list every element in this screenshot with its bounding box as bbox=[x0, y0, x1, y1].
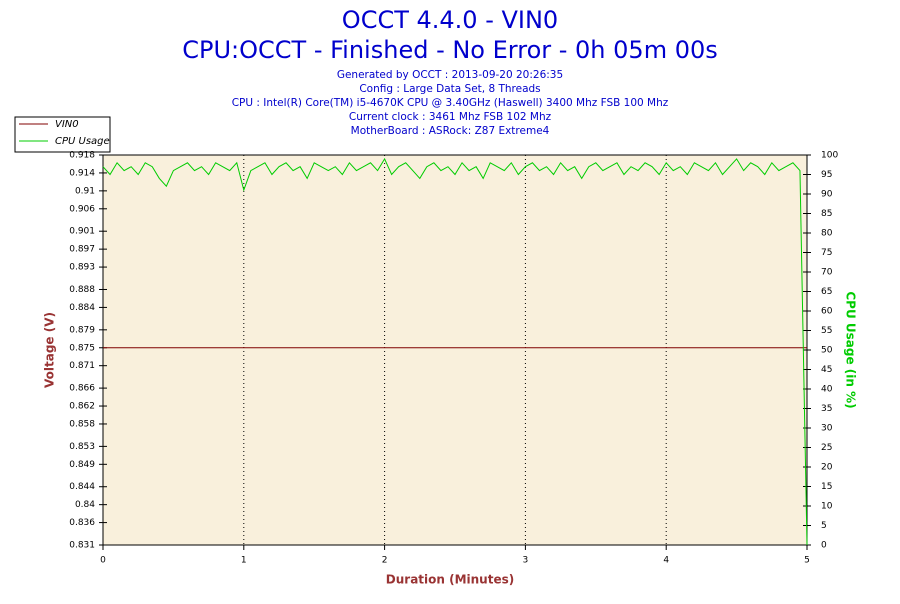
info-line: Current clock : 3461 Mhz FSB 102 Mhz bbox=[349, 111, 552, 123]
x-tick-label: 5 bbox=[804, 556, 810, 566]
y2-tick-label: 15 bbox=[821, 482, 832, 492]
x-tick-label: 3 bbox=[523, 556, 529, 566]
y2-tick-label: 100 bbox=[821, 151, 838, 161]
x-axis-label: Duration (Minutes) bbox=[386, 573, 514, 587]
info-block: Generated by OCCT : 2013-09-20 20:26:35 C… bbox=[232, 69, 669, 137]
y-tick-label: 0.906 bbox=[69, 204, 95, 214]
y-tick-label: 0.862 bbox=[69, 402, 95, 412]
y2-tick-label: 20 bbox=[821, 463, 833, 473]
info-line: CPU : Intel(R) Core(TM) i5-4670K CPU @ 3… bbox=[232, 97, 669, 109]
y-tick-label: 0.879 bbox=[69, 325, 95, 335]
y2-tick-label: 30 bbox=[821, 424, 833, 434]
legend-label: CPU Usage bbox=[55, 136, 110, 147]
y2-tick-label: 25 bbox=[821, 443, 832, 453]
y2-tick-label: 85 bbox=[821, 209, 832, 219]
y2-tick-label: 70 bbox=[821, 268, 833, 278]
y-tick-label: 0.893 bbox=[69, 263, 95, 273]
y-tick-label: 0.849 bbox=[69, 460, 95, 470]
legend bbox=[14, 116, 111, 153]
y-tick-label: 0.888 bbox=[69, 285, 95, 295]
y-tick-label: 0.844 bbox=[69, 482, 95, 492]
x-tick-label: 1 bbox=[241, 556, 247, 566]
y-tick-label: 0.897 bbox=[69, 245, 95, 255]
chart-subtitle: CPU:OCCT - Finished - No Error - 0h 05m … bbox=[182, 36, 718, 64]
info-line: Config : Large Data Set, 8 Threads bbox=[359, 83, 540, 95]
y2-tick-label: 95 bbox=[821, 170, 832, 180]
y2-tick-label: 65 bbox=[821, 287, 832, 297]
x-tick-label: 2 bbox=[382, 556, 388, 566]
y-tick-label: 0.918 bbox=[69, 151, 95, 161]
y2-tick-label: 80 bbox=[821, 229, 833, 239]
y-tick-label: 0.853 bbox=[69, 442, 95, 452]
x-tick-label: 0 bbox=[100, 556, 106, 566]
series-line bbox=[102, 157, 808, 546]
y-tick-label: 0.84 bbox=[75, 500, 95, 510]
y2-tick-label: 5 bbox=[821, 521, 827, 531]
y-tick-label: 0.91 bbox=[75, 186, 95, 196]
x-tick-label: 4 bbox=[663, 556, 669, 566]
info-line: Generated by OCCT : 2013-09-20 20:26:35 bbox=[337, 69, 563, 81]
y-tick-label: 0.884 bbox=[69, 303, 95, 313]
y2-tick-label: 55 bbox=[821, 326, 832, 336]
y2-axis-label: CPU Usage (in %) bbox=[844, 291, 858, 408]
y-tick-label: 0.871 bbox=[69, 361, 95, 371]
y-tick-label: 0.858 bbox=[69, 419, 95, 429]
info-line: MotherBoard : ASRock: Z87 Extreme4 bbox=[351, 125, 550, 137]
y-tick-label: 0.866 bbox=[69, 384, 95, 394]
y2-tick-label: 0 bbox=[821, 541, 827, 551]
y2-tick-label: 90 bbox=[821, 190, 833, 200]
y2-tick-label: 35 bbox=[821, 404, 832, 414]
y-tick-label: 0.914 bbox=[69, 168, 95, 178]
y2-tick-label: 50 bbox=[821, 346, 833, 356]
y2-tick-label: 40 bbox=[821, 385, 833, 395]
y-tick-label: 0.836 bbox=[69, 518, 95, 528]
plot-area bbox=[102, 154, 808, 546]
y2-tick-label: 75 bbox=[821, 248, 832, 258]
y-tick-label: 0.875 bbox=[69, 343, 95, 353]
chart-title: OCCT 4.4.0 - VIN0 bbox=[342, 6, 558, 34]
y2-tick-label: 10 bbox=[821, 502, 833, 512]
y2-tick-label: 60 bbox=[821, 307, 833, 317]
y-tick-label: 0.831 bbox=[69, 541, 95, 551]
y-tick-label: 0.901 bbox=[69, 227, 95, 237]
legend-label: VIN0 bbox=[55, 119, 79, 130]
y2-tick-label: 45 bbox=[821, 365, 832, 375]
y-axis-label: Voltage (V) bbox=[43, 312, 57, 388]
